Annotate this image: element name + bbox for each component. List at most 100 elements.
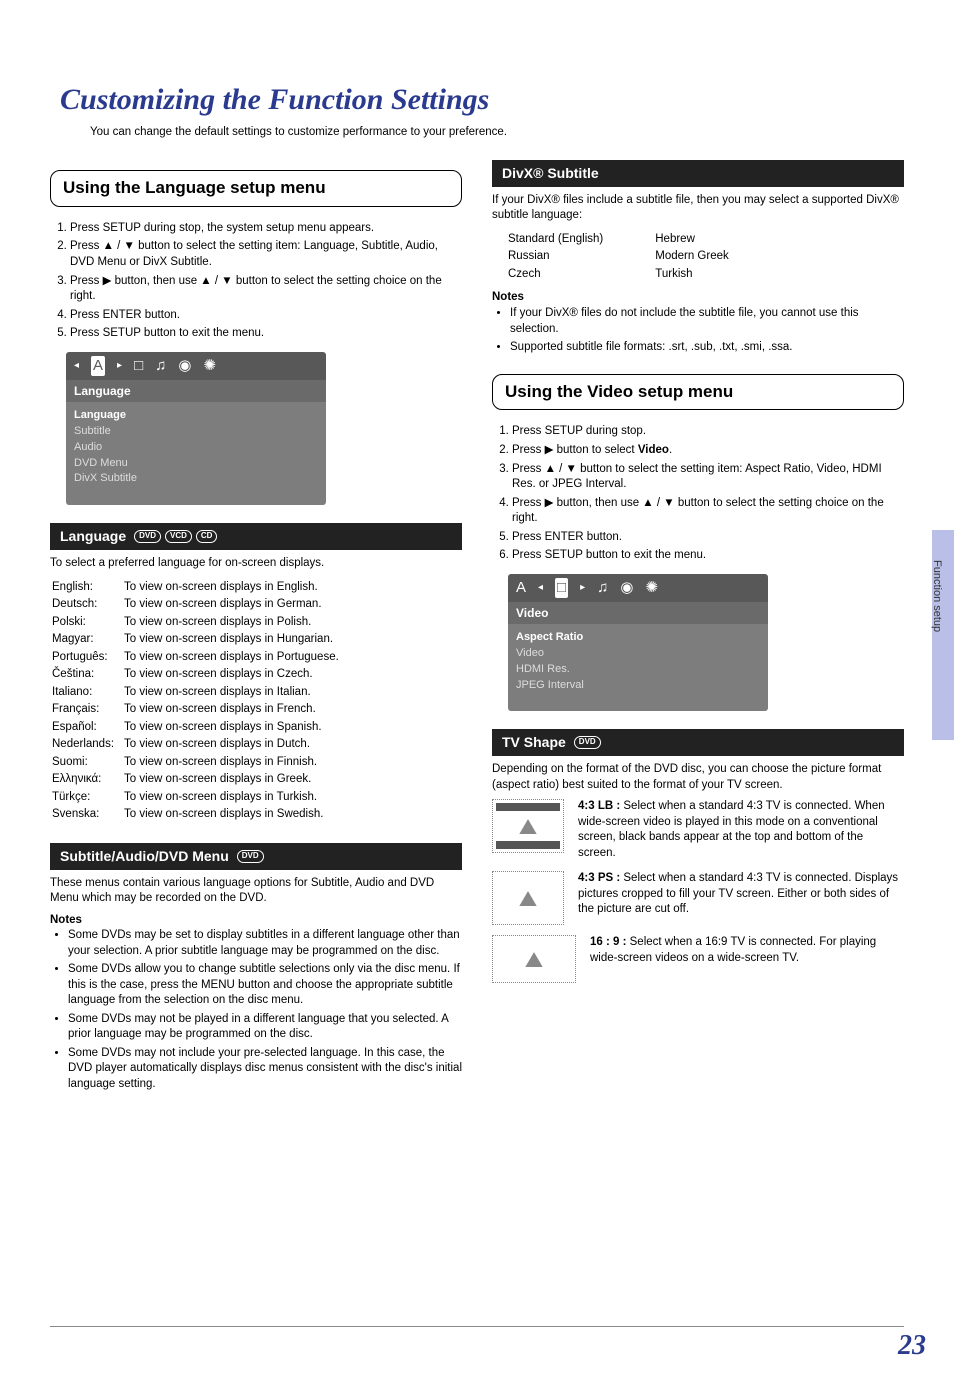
table-row: Français:To view on-screen displays in F…	[52, 702, 339, 718]
step: Press ▲ / ▼ button to select the setting…	[70, 239, 462, 270]
divx-notes: If your DivX® files do not include the s…	[492, 306, 904, 356]
subheader-text: DivX® Subtitle	[502, 164, 599, 183]
osd-item: Video	[516, 646, 760, 661]
disc-badges: DVD VCD CD	[134, 530, 217, 543]
right-column: DivX® Subtitle If your DivX® files inclu…	[492, 160, 904, 1095]
ratio-text: Select when a 16:9 TV is connected. For …	[590, 936, 876, 964]
badge: DVD	[237, 850, 264, 863]
step: Press SETUP during stop.	[512, 424, 904, 440]
page-subtitle: You can change the default settings to c…	[50, 125, 904, 141]
osd-title: Language	[66, 380, 326, 402]
osd-icon: A	[516, 578, 526, 598]
step: Press ▶ button, then use ▲ / ▼ button to…	[512, 496, 904, 527]
ratio-label: 4:3 PS :	[578, 872, 620, 884]
step: Press ▶ button, then use ▲ / ▼ button to…	[70, 274, 462, 305]
divx-lang-table: Standard (English)Hebrew RussianModern G…	[506, 230, 781, 285]
osd-icon-row: ◂ A ▸ □ ♫ ◉ ✺	[66, 352, 326, 380]
step: Press ▶ button to select Video.	[512, 443, 904, 459]
table-row: Español:To view on-screen displays in Sp…	[52, 720, 339, 736]
divx-intro: If your DivX® files include a subtitle f…	[492, 193, 904, 224]
language-setup-header: Using the Language setup menu	[50, 170, 462, 207]
note: If your DivX® files do not include the s…	[510, 306, 904, 337]
osd-icon: □	[134, 356, 143, 376]
table-row: English:To view on-screen displays in En…	[52, 580, 339, 596]
osd-icon: ▸	[117, 359, 122, 373]
osd-icon: ◉	[178, 356, 191, 376]
osd-item: Subtitle	[74, 424, 318, 439]
note: Supported subtitle file formats: .srt, .…	[510, 340, 904, 356]
osd-item: Aspect Ratio	[516, 630, 760, 645]
osd-icon-row: A ◂ □ ▸ ♫ ◉ ✺	[508, 574, 768, 602]
table-row: Standard (English)Hebrew	[508, 232, 779, 248]
step: Press ENTER button.	[512, 530, 904, 546]
video-setup-header: Using the Video setup menu	[492, 374, 904, 411]
osd-item: DivX Subtitle	[74, 471, 318, 486]
left-column: Using the Language setup menu Press SETU…	[50, 160, 462, 1095]
ratio-label: 16 : 9 :	[590, 936, 626, 948]
tvshape-desc: 4:3 LB : Select when a standard 4:3 TV i…	[578, 799, 904, 861]
note: Some DVDs may not be played in a differe…	[68, 1012, 462, 1043]
table-row: Svenska:To view on-screen displays in Sw…	[52, 807, 339, 823]
ratio-text: Select when a standard 4:3 TV is connect…	[578, 872, 898, 915]
osd-icon: ♫	[597, 578, 608, 598]
osd-item: Audio	[74, 440, 318, 455]
page-number: 23	[898, 1327, 926, 1365]
table-row: Nederlands:To view on-screen displays in…	[52, 737, 339, 753]
disc-badges: DVD	[574, 736, 601, 749]
table-row: Čeština:To view on-screen displays in Cz…	[52, 667, 339, 683]
table-row: Suomi:To view on-screen displays in Finn…	[52, 755, 339, 771]
osd-icon: ✺	[645, 578, 658, 598]
tv-icon-letterbox: ⛰	[492, 799, 564, 853]
table-row: RussianModern Greek	[508, 249, 779, 265]
badge: DVD	[574, 736, 601, 749]
language-table: English:To view on-screen displays in En…	[50, 578, 341, 825]
tv-icon-panscan: ⛰	[492, 871, 564, 925]
video-osd: A ◂ □ ▸ ♫ ◉ ✺ Video Aspect Ratio Video H…	[508, 574, 768, 712]
step: Press SETUP during stop, the system setu…	[70, 221, 462, 237]
language-osd: ◂ A ▸ □ ♫ ◉ ✺ Language Language Subtitle…	[66, 352, 326, 506]
badge: DVD	[134, 530, 161, 543]
divx-subheader: DivX® Subtitle	[492, 160, 904, 187]
note: Some DVDs allow you to change subtitle s…	[68, 962, 462, 1009]
osd-icon: ◂	[538, 581, 543, 595]
step: Press ▲ / ▼ button to select the setting…	[512, 462, 904, 493]
page-title: Customizing the Function Settings	[50, 80, 904, 121]
tvshape-subheader: TV Shape DVD	[492, 729, 904, 756]
tvshape-item: ⛰ 4:3 PS : Select when a standard 4:3 TV…	[492, 871, 904, 925]
subtitle-audio-notes: Some DVDs may be set to display subtitle…	[50, 928, 462, 1092]
step: Press SETUP button to exit the menu.	[512, 548, 904, 564]
table-row: Deutsch:To view on-screen displays in Ge…	[52, 597, 339, 613]
table-row: Português:To view on-screen displays in …	[52, 650, 339, 666]
table-row: Polski:To view on-screen displays in Pol…	[52, 615, 339, 631]
tvshape-item: ⛰ 4:3 LB : Select when a standard 4:3 TV…	[492, 799, 904, 861]
osd-icon: ▸	[580, 581, 585, 595]
subtitle-audio-subheader: Subtitle/Audio/DVD Menu DVD	[50, 843, 462, 870]
tvshape-desc: 16 : 9 : Select when a 16:9 TV is connec…	[590, 935, 904, 983]
disc-badges: DVD	[237, 850, 264, 863]
badge: VCD	[165, 530, 192, 543]
ratio-label: 4:3 LB :	[578, 800, 620, 812]
osd-icon: ✺	[203, 356, 216, 376]
note: Some DVDs may not include your pre-selec…	[68, 1046, 462, 1093]
table-row: Italiano:To view on-screen displays in I…	[52, 685, 339, 701]
osd-body: Language Subtitle Audio DVD Menu DivX Su…	[66, 402, 326, 505]
osd-icon: ◂	[74, 359, 79, 373]
note: Some DVDs may be set to display subtitle…	[68, 928, 462, 959]
tvshape-desc: 4:3 PS : Select when a standard 4:3 TV i…	[578, 871, 904, 925]
table-row: Ελληνικά:To view on-screen displays in G…	[52, 772, 339, 788]
notes-header: Notes	[492, 290, 904, 306]
tvshape-intro: Depending on the format of the DVD disc,…	[492, 762, 904, 793]
language-subheader: Language DVD VCD CD	[50, 523, 462, 550]
tv-icon-wide: ⛰	[492, 935, 576, 983]
step: Press ENTER button.	[70, 308, 462, 324]
osd-item: DVD Menu	[74, 456, 318, 471]
tvshape-item: ⛰ 16 : 9 : Select when a 16:9 TV is conn…	[492, 935, 904, 983]
subheader-text: Subtitle/Audio/DVD Menu	[60, 847, 229, 866]
subtitle-audio-para: These menus contain various language opt…	[50, 876, 462, 907]
notes-header: Notes	[50, 913, 462, 929]
osd-icon-active: A	[91, 356, 105, 376]
subheader-text: Language	[60, 527, 126, 546]
osd-item: JPEG Interval	[516, 678, 760, 693]
osd-icon: ◉	[620, 578, 633, 598]
language-intro: To select a preferred language for on-sc…	[50, 556, 462, 572]
